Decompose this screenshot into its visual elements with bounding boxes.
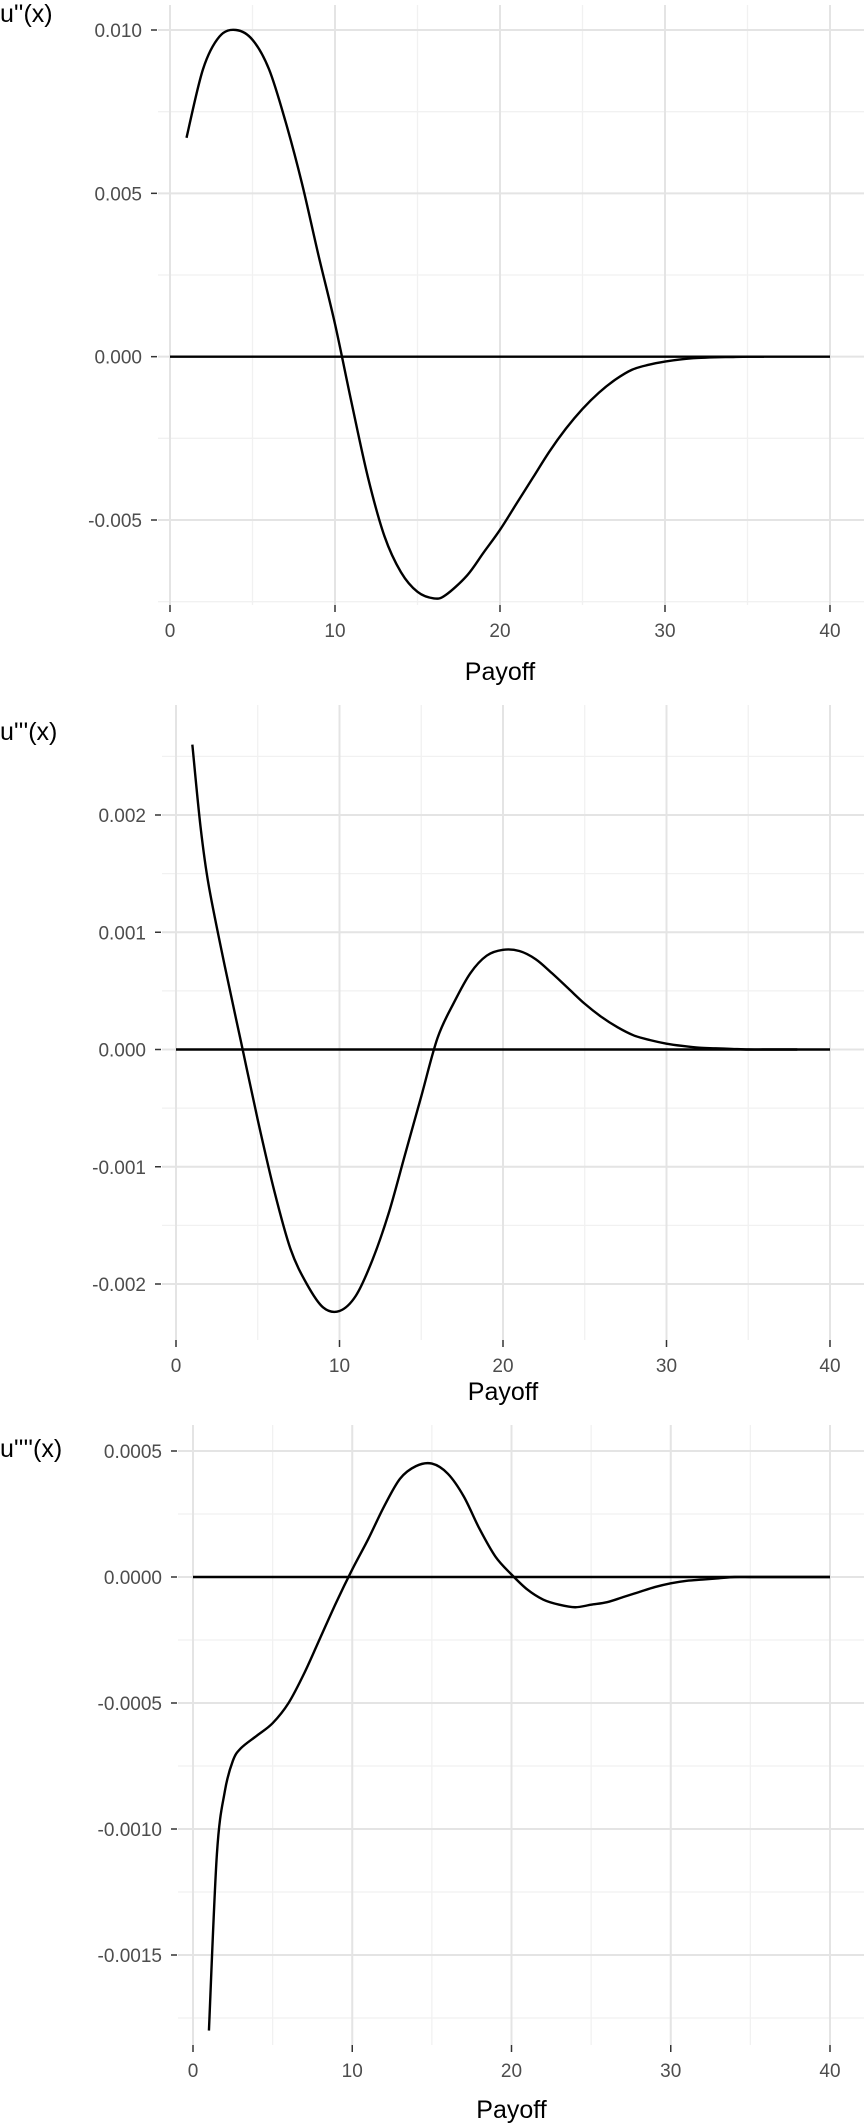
gridlines (162, 705, 864, 1340)
x-axis-label: Payoff (465, 658, 535, 686)
x-tick-label: 0 (165, 621, 176, 642)
x-tick-label: 30 (654, 621, 675, 642)
x-tick-label: 40 (819, 1356, 840, 1377)
y-axis-label: u'''(x) (0, 718, 57, 746)
chart-panel-2: -0.002 -0.001 0.000 0.001 0.002 0 10 20 30 40 u'''… (0, 705, 864, 1406)
x-tick-label: 30 (660, 2061, 681, 2082)
y-tick-label: 0.000 (98, 1041, 146, 1062)
x-tick-label: 40 (819, 2061, 840, 2082)
x-tick-label: 20 (501, 2061, 522, 2082)
y-axis-label: u''(x) (0, 0, 53, 28)
y-tick-label: -0.0010 (98, 1820, 162, 1841)
y-tick-label: 0.002 (98, 806, 146, 827)
x-tick-label: 0 (188, 2061, 199, 2082)
y-tick-label: 0.010 (94, 21, 142, 42)
x-tick-label: 40 (819, 621, 840, 642)
y-tick-label: -0.0015 (98, 1946, 162, 1967)
x-axis-label: Payoff (468, 1378, 538, 1406)
y-tick-label: 0.0005 (104, 1442, 162, 1463)
x-tick-label: 10 (342, 2061, 363, 2082)
series-line-1 (191, 744, 798, 1314)
y-axis-label: u''''(x) (0, 1435, 62, 1463)
x-axis-label: Payoff (476, 2096, 546, 2124)
chart-panel-1: -0.005 0.000 0.005 0.010 0 10 20 30 40 u''(x) Payo… (0, 0, 864, 686)
x-tick-label: 20 (492, 1356, 513, 1377)
y-tick-label: -0.002 (92, 1275, 146, 1296)
y-tick-label: -0.005 (88, 511, 142, 532)
x-tick-label: 10 (329, 1356, 350, 1377)
x-tick-label: 20 (489, 621, 510, 642)
y-tick-label: 0.001 (98, 923, 146, 944)
y-tick-label: 0.0000 (104, 1568, 162, 1589)
y-tick-label: 0.000 (94, 348, 142, 369)
x-tick-label: 10 (324, 621, 345, 642)
x-tick-label: 30 (656, 1356, 677, 1377)
gridlines (178, 1425, 864, 2045)
y-tick-label: -0.0005 (98, 1694, 162, 1715)
gridlines (158, 5, 864, 605)
y-tick-label: 0.005 (94, 184, 142, 205)
y-tick-label: -0.001 (92, 1158, 146, 1179)
series-line-1 (185, 28, 765, 600)
series-line-1 (207, 1461, 830, 2031)
chart-panel-3: -0.0015 -0.0010 -0.0005 0.0000 0.0005 0 10 20 30… (0, 1425, 864, 2124)
x-tick-label: 0 (171, 1356, 182, 1377)
